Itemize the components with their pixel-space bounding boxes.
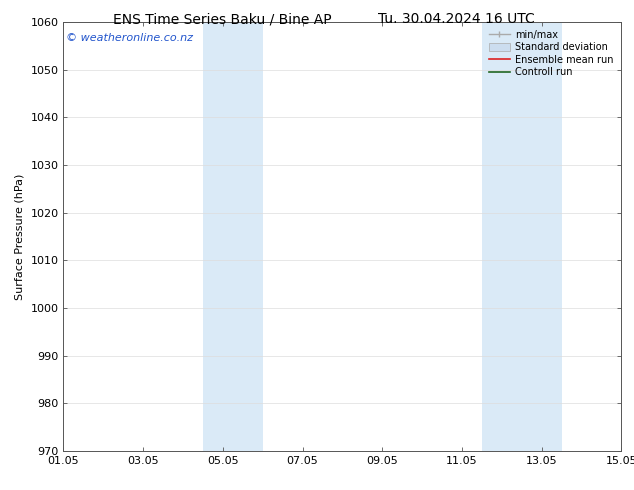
Bar bbox=[482, 22, 562, 451]
Y-axis label: Surface Pressure (hPa): Surface Pressure (hPa) bbox=[15, 173, 25, 299]
Text: ENS Time Series Baku / Bine AP: ENS Time Series Baku / Bine AP bbox=[113, 12, 331, 26]
Text: © weatheronline.co.nz: © weatheronline.co.nz bbox=[66, 33, 193, 43]
Text: Tu. 30.04.2024 16 UTC: Tu. 30.04.2024 16 UTC bbox=[378, 12, 535, 26]
Legend: min/max, Standard deviation, Ensemble mean run, Controll run: min/max, Standard deviation, Ensemble me… bbox=[486, 27, 616, 80]
Bar bbox=[203, 22, 262, 451]
